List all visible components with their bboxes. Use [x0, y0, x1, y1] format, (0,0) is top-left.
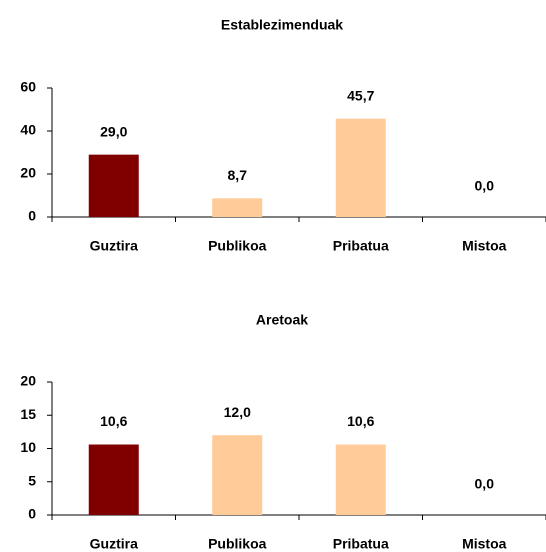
value-label: 0,0	[475, 178, 495, 194]
bar	[212, 435, 263, 515]
y-tick-label: 0	[28, 208, 36, 224]
bar	[88, 154, 139, 217]
y-tick-label: 20	[20, 165, 36, 181]
value-label: 29,0	[100, 123, 127, 139]
x-tick-label: Mistoa	[462, 536, 507, 552]
y-tick-label: 5	[28, 472, 36, 488]
bar	[335, 444, 386, 515]
value-label: 12,0	[224, 404, 251, 420]
x-tick-label: Publikoa	[208, 238, 267, 254]
value-label: 45,7	[347, 87, 374, 103]
value-label: 8,7	[228, 167, 248, 183]
y-tick-label: 10	[20, 439, 36, 455]
x-tick-label: Guztira	[90, 238, 138, 254]
x-tick-label: Pribatua	[333, 536, 389, 552]
y-tick-label: 40	[20, 122, 36, 138]
value-label: 10,6	[100, 413, 127, 429]
value-label: 0,0	[475, 476, 495, 492]
x-tick-label: Publikoa	[208, 536, 267, 552]
y-tick-label: 0	[28, 506, 36, 522]
bar	[88, 444, 139, 515]
y-tick-label: 60	[20, 79, 36, 95]
chart-title: Establezimenduak	[221, 17, 343, 33]
x-tick-label: Pribatua	[333, 238, 389, 254]
x-tick-label: Mistoa	[462, 238, 507, 254]
y-tick-label: 15	[20, 406, 36, 422]
bar	[212, 198, 263, 217]
bar	[335, 118, 386, 217]
chart-title: Aretoak	[256, 312, 308, 328]
y-tick-label: 20	[20, 373, 36, 389]
x-tick-label: Guztira	[90, 536, 138, 552]
value-label: 10,6	[347, 413, 374, 429]
